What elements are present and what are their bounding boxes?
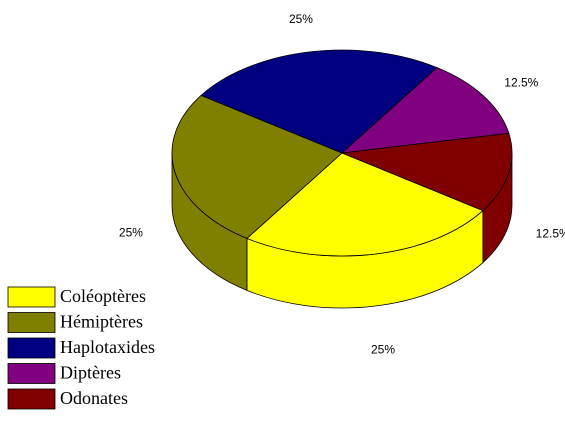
legend-swatch [7, 363, 56, 384]
pie-slice [246, 152, 484, 257]
value-label: 25% [289, 12, 313, 26]
pie-slice [341, 132, 513, 212]
value-label: 25% [371, 342, 395, 356]
legend-label: Odonates [60, 388, 128, 408]
legend-label: Coléoptères [60, 286, 146, 306]
value-label: 12.5% [504, 75, 538, 89]
value-label: 12.5% [536, 227, 565, 241]
legend-swatch [7, 286, 56, 308]
legend-swatch [7, 312, 56, 333]
legend-label: Diptères [60, 363, 121, 383]
legend-swatch [7, 388, 56, 410]
value-label: 25% [119, 225, 143, 239]
legend-swatch [7, 337, 56, 359]
pie-slice [200, 49, 438, 154]
legend-label: Haplotaxides [60, 337, 155, 357]
pie-slice [171, 94, 343, 239]
legend-label: Hémiptères [60, 312, 143, 332]
pie-slice [340, 67, 510, 154]
